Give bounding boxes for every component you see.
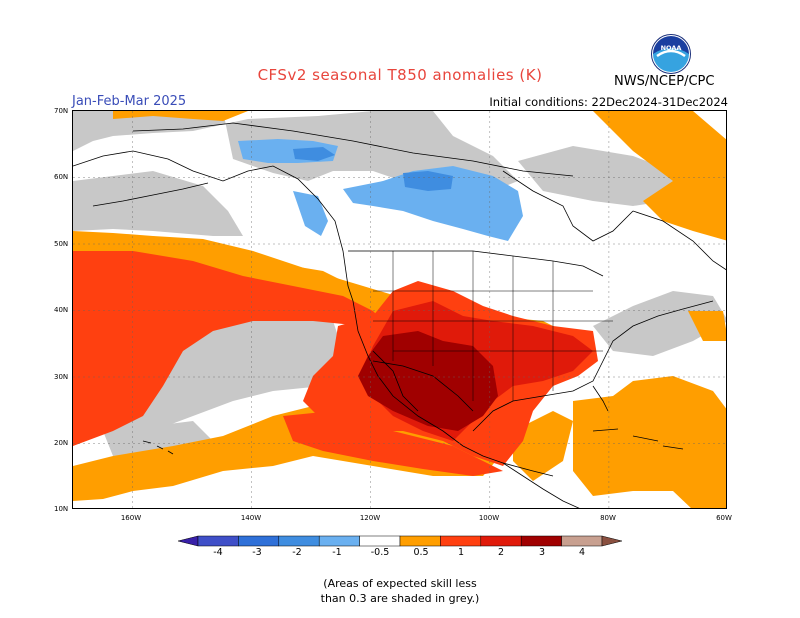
anomaly-negative (238, 139, 523, 241)
orange-north-pacific (73, 231, 413, 306)
red-pacific (73, 251, 393, 446)
gulf-coast (472, 300, 714, 432)
season-label: Jan-Feb-Mar 2025 (72, 94, 187, 109)
coastlines (73, 122, 726, 508)
anomaly-map (72, 110, 727, 509)
blue-bc-coast (293, 191, 328, 236)
legend-swatch (197, 535, 239, 547)
legend-label: -1 (332, 547, 342, 558)
noaa-logo-icon: NOAA (651, 34, 691, 74)
orange-west-atlantic (573, 376, 726, 508)
skill-note: (Areas of expected skill less than 0.3 a… (0, 576, 800, 606)
map-canvas (73, 111, 726, 508)
lat-label: 50N (54, 240, 69, 248)
initial-conditions-label: Initial conditions: 22Dec2024-31Dec2024 (489, 95, 728, 109)
orange-labrador (593, 111, 726, 241)
legend-label: 0.5 (413, 547, 429, 558)
agency-label: NWS/NCEP/CPC (614, 74, 715, 89)
legend-label: -4 (213, 547, 223, 558)
blue-core-north (293, 147, 335, 161)
lat-label: 10N (54, 505, 69, 513)
legend-arrow-low (177, 535, 199, 547)
legend-swatch (480, 535, 522, 547)
legend-swatch (238, 535, 280, 547)
state-lines (373, 251, 613, 401)
legend-label: -3 (252, 547, 262, 558)
baja (372, 350, 419, 412)
legend-swatch (399, 535, 441, 547)
legend-label: 4 (578, 547, 586, 558)
caribbean-islands (592, 428, 684, 450)
legend-label: 3 (538, 547, 546, 558)
orange-nova-scotia (688, 311, 726, 341)
us-west-coast (352, 300, 554, 477)
skill-note-line: than 0.3 are shaded in grey.) (320, 592, 480, 605)
lat-label: 60N (54, 173, 69, 181)
legend-swatch (278, 535, 320, 547)
blue-core (403, 171, 453, 191)
lat-label: 30N (54, 373, 69, 381)
grey-canada-east (518, 146, 698, 206)
legend-swatch (440, 535, 482, 547)
legend-arrow-high (601, 535, 623, 547)
central-america (502, 462, 580, 508)
florida (592, 385, 609, 412)
grey-pacific-west (73, 171, 243, 236)
legend-label: -0.5 (370, 547, 390, 558)
canada-east-coast (632, 210, 726, 271)
map-title: CFSv2 seasonal T850 anomalies (K) (257, 66, 543, 84)
legend-swatch (318, 535, 360, 547)
lon-label: 120W (359, 514, 381, 522)
lon-label: 60W (716, 514, 732, 522)
hudson-bay (502, 170, 634, 242)
arctic-coast (132, 122, 574, 177)
legend-swatch (520, 535, 562, 547)
legend-label: 2 (497, 547, 505, 558)
orange-gulf (513, 411, 573, 481)
skill-note-line: (Areas of expected skill less (323, 577, 477, 590)
logo-text: NOAA (661, 44, 682, 52)
legend-swatch (561, 535, 603, 547)
lat-label: 20N (54, 439, 69, 447)
lat-label: 70N (54, 107, 69, 115)
hawaii (142, 440, 174, 455)
grey-gulf-atlantic (593, 291, 726, 356)
lon-label: 80W (600, 514, 616, 522)
color-legend-segments (177, 535, 623, 547)
color-legend (177, 535, 623, 547)
legend-label: 1 (457, 547, 465, 558)
graticule (73, 111, 726, 508)
lon-label: 140W (240, 514, 262, 522)
lat-label: 40N (54, 306, 69, 314)
alaska-coast (73, 150, 354, 302)
us-canada-border (348, 250, 604, 277)
aleutians (92, 182, 209, 207)
blue-canada (343, 166, 523, 241)
orange-alaska-top (113, 111, 248, 121)
legend-swatch (359, 535, 401, 547)
legend-label: -2 (292, 547, 302, 558)
us-mexico-border (372, 360, 474, 412)
lon-label: 100W (478, 514, 500, 522)
lon-label: 160W (120, 514, 142, 522)
